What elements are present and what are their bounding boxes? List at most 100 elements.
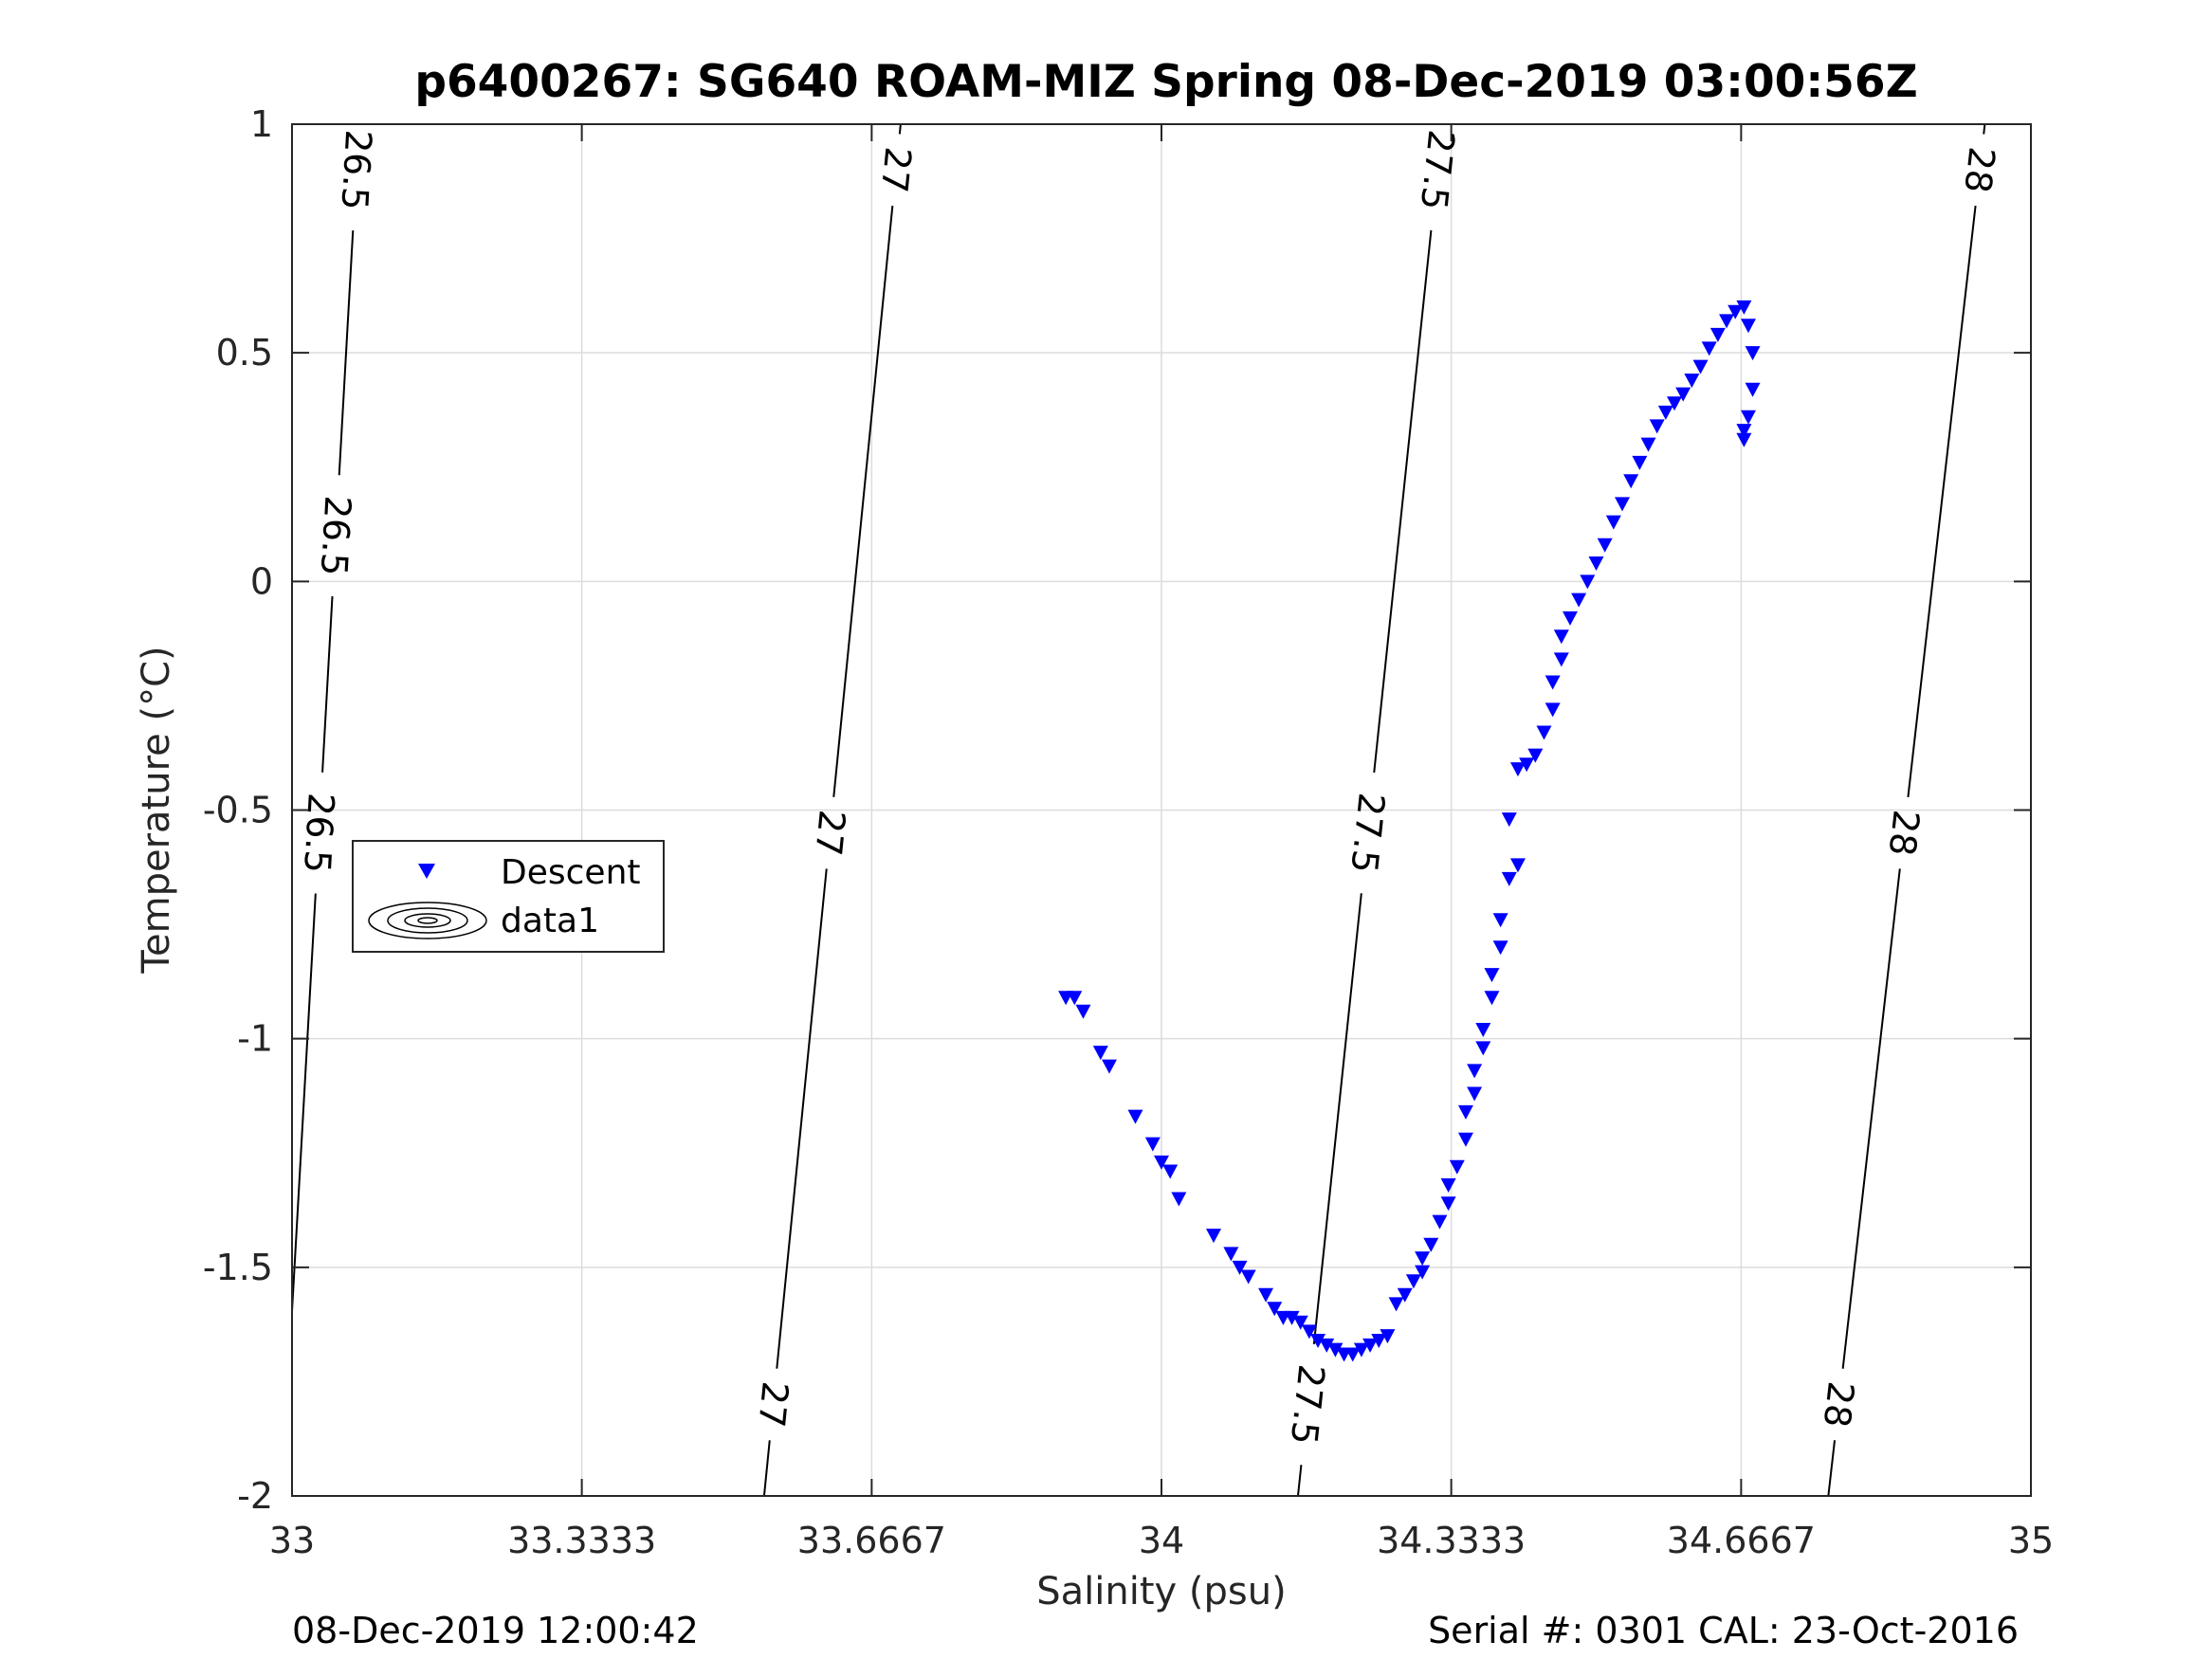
descent-point bbox=[1562, 611, 1578, 626]
descent-point bbox=[1475, 1023, 1491, 1038]
descent-point bbox=[1736, 432, 1752, 447]
contour-label: 27 bbox=[807, 808, 853, 857]
descent-point bbox=[1101, 1059, 1117, 1074]
contour-line-28 bbox=[1827, 124, 1986, 1496]
descent-point bbox=[1632, 455, 1648, 470]
descent-point bbox=[1740, 410, 1756, 425]
descent-point bbox=[1206, 1229, 1222, 1244]
contour-label: 27.5 bbox=[1343, 791, 1393, 875]
contour-label: 26.5 bbox=[334, 129, 380, 211]
descent-point bbox=[1684, 374, 1700, 389]
contour-label: 27.5 bbox=[1283, 1362, 1333, 1447]
y-tick-label: -0.5 bbox=[203, 790, 273, 831]
y-tick-label: -1.5 bbox=[203, 1247, 273, 1288]
descent-point bbox=[1388, 1297, 1404, 1312]
contour-line-27.5 bbox=[1296, 124, 1444, 1496]
descent-point bbox=[1144, 1137, 1161, 1152]
descent-point bbox=[1258, 1287, 1274, 1303]
descent-point bbox=[1362, 1338, 1379, 1353]
descent-point bbox=[1597, 538, 1613, 553]
descent-point bbox=[1319, 1338, 1335, 1353]
descent-point bbox=[1449, 1159, 1465, 1175]
x-tick-label: 33.3333 bbox=[507, 1520, 656, 1561]
descent-point bbox=[1327, 1342, 1344, 1358]
descent-point bbox=[1623, 474, 1639, 489]
y-tick-label: -2 bbox=[237, 1475, 273, 1517]
x-tick-label: 34 bbox=[1139, 1520, 1184, 1561]
descent-point bbox=[1484, 968, 1500, 983]
descent-point bbox=[1301, 1324, 1317, 1340]
legend-box bbox=[352, 840, 665, 953]
descent-point bbox=[1509, 762, 1526, 777]
descent-point bbox=[1484, 991, 1500, 1006]
grid-lines bbox=[292, 124, 2031, 1496]
contour-label: 27 bbox=[873, 145, 920, 194]
descent-point bbox=[1657, 405, 1673, 420]
descent-points bbox=[1058, 300, 1761, 1362]
descent-point bbox=[1709, 327, 1726, 342]
contour-label: 26.5 bbox=[296, 792, 342, 874]
descent-point bbox=[1075, 1004, 1091, 1019]
descent-point bbox=[1423, 1237, 1439, 1252]
density-contours: 26.5 26.5 26.5 27 27 27 27.5 27.5 27.5 28 28 28 bbox=[292, 124, 2002, 1496]
descent-point bbox=[1527, 748, 1544, 763]
footer-serial-cal: Serial #: 0301 CAL: 23-Oct-2016 bbox=[1428, 1610, 2019, 1651]
x-tick-label: 34.6667 bbox=[1667, 1520, 1816, 1561]
descent-point bbox=[1232, 1260, 1248, 1275]
descent-point bbox=[1162, 1164, 1179, 1179]
descent-point bbox=[1692, 359, 1709, 374]
footer-timestamp: 08-Dec-2019 12:00:42 bbox=[292, 1610, 699, 1651]
descent-point bbox=[1284, 1310, 1300, 1325]
descent-point bbox=[1728, 304, 1744, 319]
x-tick-label: 33.6667 bbox=[797, 1520, 946, 1561]
descent-point bbox=[1380, 1329, 1396, 1344]
descent-point bbox=[1240, 1269, 1256, 1285]
descent-point bbox=[1519, 757, 1535, 773]
descent-point bbox=[1267, 1302, 1283, 1317]
descent-point bbox=[1501, 812, 1517, 828]
descent-point bbox=[1475, 1041, 1491, 1056]
contour-line-27 bbox=[762, 124, 902, 1496]
descent-point bbox=[1571, 592, 1587, 608]
descent-point bbox=[1736, 424, 1752, 439]
descent-point bbox=[1092, 1046, 1108, 1061]
legend-descent-label: Descent bbox=[501, 853, 641, 892]
legend: Descent data1 bbox=[352, 840, 665, 953]
contour-label: 28 bbox=[1816, 1379, 1862, 1430]
descent-point bbox=[1457, 1104, 1473, 1120]
descent-point bbox=[1353, 1342, 1369, 1358]
x-axis-label: Salinity (psu) bbox=[1036, 1570, 1286, 1613]
descent-point bbox=[1640, 437, 1656, 452]
descent-point bbox=[1553, 629, 1569, 645]
descent-point bbox=[1736, 300, 1752, 315]
y-tick-label: 1 bbox=[250, 103, 273, 145]
descent-point bbox=[1740, 319, 1756, 334]
descent-point bbox=[1667, 396, 1683, 411]
x-tick-label: 33 bbox=[269, 1520, 315, 1561]
legend-contour-marker bbox=[368, 902, 487, 939]
descent-point bbox=[1440, 1178, 1456, 1194]
descent-point bbox=[1223, 1247, 1239, 1262]
descent-point bbox=[1292, 1315, 1308, 1330]
descent-point bbox=[1745, 346, 1761, 361]
descent-point bbox=[1588, 556, 1604, 572]
descent-point bbox=[1310, 1334, 1326, 1349]
y-axis-label: Temperature (°C) bbox=[135, 646, 178, 974]
descent-point bbox=[1719, 314, 1735, 329]
descent-point bbox=[1509, 858, 1526, 873]
descent-point bbox=[1371, 1334, 1387, 1349]
x-tick-label: 34.3333 bbox=[1377, 1520, 1526, 1561]
descent-point bbox=[1415, 1265, 1431, 1280]
legend-data1-label: data1 bbox=[501, 902, 599, 940]
descent-point bbox=[1457, 1132, 1473, 1147]
descent-point bbox=[1536, 725, 1552, 740]
descent-point bbox=[1545, 675, 1561, 690]
chart-title: p6400267: SG640 ROAM-MIZ Spring 08-Dec-2… bbox=[414, 56, 1917, 108]
contour-label: 27.5 bbox=[1413, 128, 1463, 212]
y-tick-label: 0.5 bbox=[216, 332, 273, 374]
descent-point bbox=[1467, 1086, 1483, 1102]
contour-label: 26.5 bbox=[313, 495, 359, 577]
descent-point bbox=[1405, 1274, 1421, 1289]
descent-point bbox=[1440, 1196, 1456, 1212]
